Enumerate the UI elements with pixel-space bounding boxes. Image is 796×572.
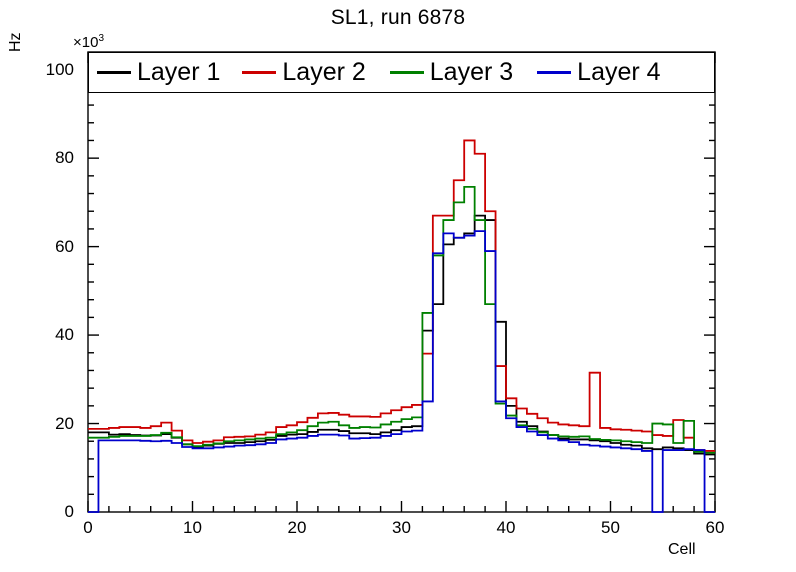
y-axis-exponent-prefix: ×10 xyxy=(73,34,99,51)
y-tick-label-80: 80 xyxy=(55,148,74,168)
y-axis-exponent: ×103 xyxy=(73,33,104,51)
legend-entry-layer-1: Layer 1 xyxy=(97,53,220,92)
legend-swatch-layer-2 xyxy=(242,71,277,74)
x-tick-label-20: 20 xyxy=(287,518,307,537)
data-series-group xyxy=(88,139,715,513)
x-tick-label-60: 60 xyxy=(705,518,725,537)
x-tick-label-40: 40 xyxy=(496,518,516,537)
y-tick-label-20: 20 xyxy=(55,413,74,433)
y-axis-exponent-power: 3 xyxy=(98,33,105,44)
legend-swatch-layer-4 xyxy=(537,71,572,74)
chart-title: SL1, run 6878 xyxy=(330,6,466,29)
legend-entry-layer-4: Layer 4 xyxy=(537,53,661,92)
y-tick-label-40: 40 xyxy=(55,325,74,345)
series-line-layer-4 xyxy=(88,230,715,513)
legend-label-layer-4: Layer 4 xyxy=(577,58,661,86)
y-tick-label-60: 60 xyxy=(55,236,74,256)
series-line-layer-2 xyxy=(88,139,715,452)
legend-entry-layer-3: Layer 3 xyxy=(389,53,514,92)
x-tick-label-50: 50 xyxy=(601,518,620,537)
legend: Layer 1 Layer 2 Layer 3 Layer 4 xyxy=(88,52,715,93)
x-tick-label-10: 10 xyxy=(183,518,202,537)
legend-label-layer-3: Layer 3 xyxy=(429,58,514,86)
legend-label-layer-1: Layer 1 xyxy=(137,58,221,86)
x-tick-label-30: 30 xyxy=(392,518,411,537)
series-line-layer-3 xyxy=(88,186,715,454)
legend-swatch-layer-3 xyxy=(389,71,424,74)
x-tick-label-0: 0 xyxy=(83,518,93,537)
y-tick-label-0: 0 xyxy=(64,502,74,521)
legend-entry-layer-2: Layer 2 xyxy=(242,53,366,92)
x-axis-label: Cell xyxy=(668,541,696,558)
legend-label-layer-2: Layer 2 xyxy=(282,58,366,86)
legend-swatch-layer-1 xyxy=(97,71,131,74)
y-tick-label-100: 100 xyxy=(45,59,74,79)
